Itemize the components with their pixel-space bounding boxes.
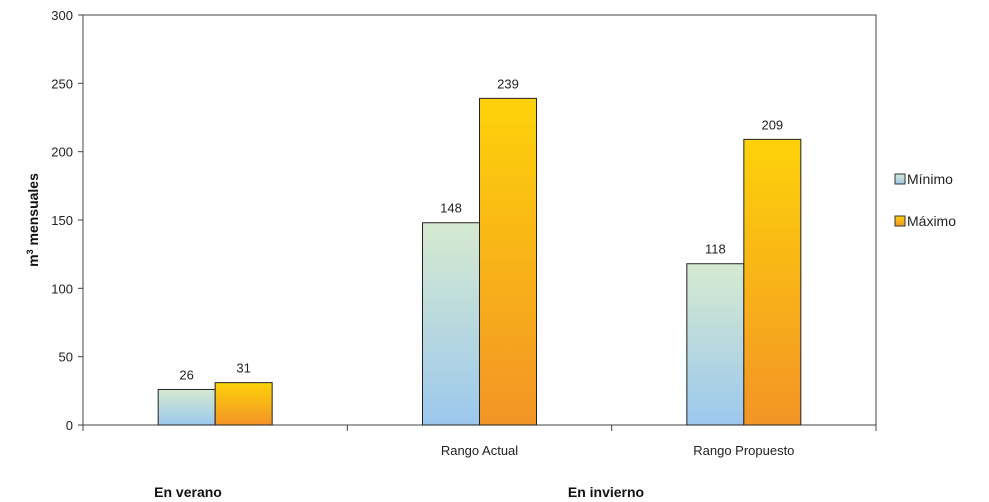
bar-maximo [214, 382, 273, 426]
y-tick-label: 250 [51, 76, 73, 91]
legend: Mínimo Máximo [894, 171, 956, 229]
category-label: Rango Actual [441, 443, 518, 458]
y-tick-label: 0 [66, 418, 73, 433]
bar-minimo [422, 222, 480, 426]
data-label: 148 [440, 201, 462, 216]
data-label: 26 [179, 367, 193, 382]
bars [157, 97, 802, 426]
group-label-summer: En verano [154, 484, 222, 500]
legend-swatch-maximo [894, 215, 906, 227]
data-label: 31 [236, 361, 250, 376]
legend-label-maximo: Máximo [907, 213, 956, 229]
category-label: Rango Propuesto [693, 443, 794, 458]
category-labels: Rango Actual Rango Propuesto [441, 443, 795, 458]
legend-swatch-minimo [894, 173, 906, 185]
legend-label-minimo: Mínimo [907, 171, 953, 187]
y-tick-label: 300 [51, 8, 73, 23]
bar-minimo [686, 263, 745, 426]
y-tick-label: 150 [51, 213, 73, 228]
bar-maximo [479, 97, 537, 426]
data-labels: 26 31 148 239 118 209 [179, 76, 783, 382]
y-axis: 0 50 100 150 200 250 300 [51, 8, 83, 433]
bar-minimo [157, 388, 216, 426]
data-label: 209 [761, 117, 783, 132]
y-tick-label: 200 [51, 145, 73, 160]
data-label: 118 [705, 242, 726, 257]
x-axis [82, 425, 877, 431]
group-label-winter: En invierno [568, 484, 644, 500]
y-axis-title: m3 mensuales [25, 173, 41, 267]
bar-maximo [743, 138, 802, 426]
y-tick-label: 100 [51, 281, 73, 296]
data-label: 239 [497, 76, 519, 91]
y-tick-label: 50 [59, 350, 73, 365]
